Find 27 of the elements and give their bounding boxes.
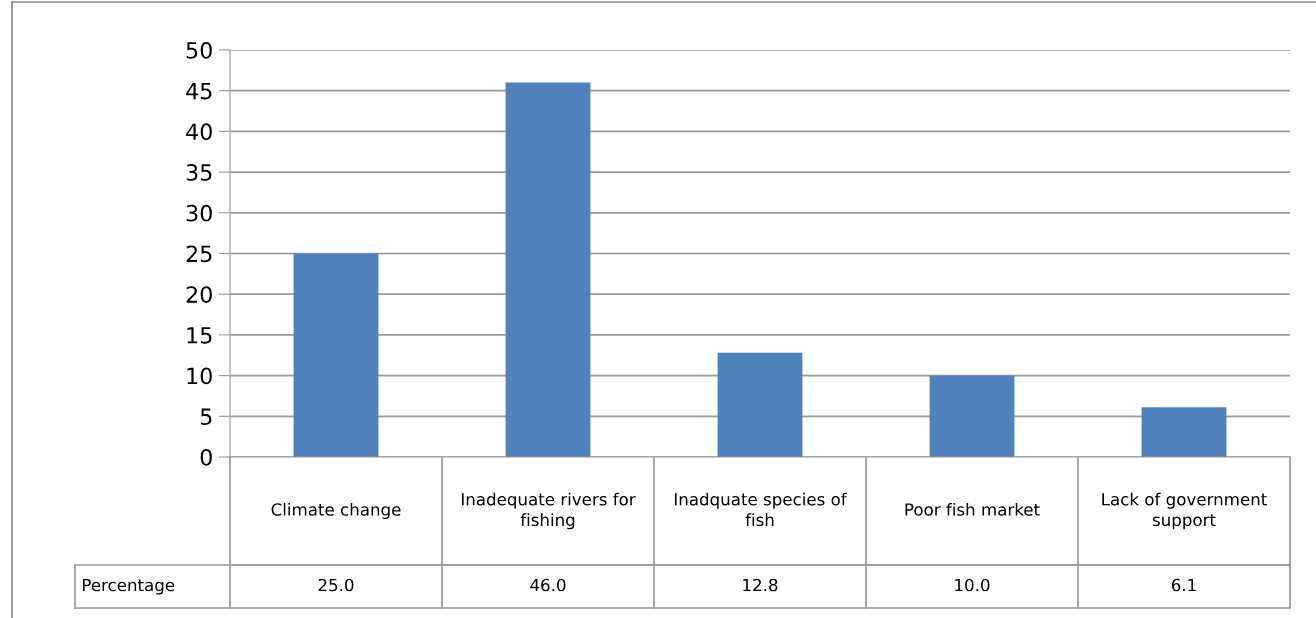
y-tick-label: 45 bbox=[186, 82, 212, 100]
y-tick-label: 0 bbox=[200, 448, 212, 466]
data-label: 25.0 bbox=[318, 578, 354, 592]
y-tick-label: 30 bbox=[186, 204, 212, 222]
y-tick-label: 50 bbox=[186, 41, 212, 59]
x-tick-label: Inadequate rivers for fishing bbox=[461, 492, 636, 530]
x-tick-label: Inadquate species of fish bbox=[674, 492, 847, 527]
bar bbox=[505, 82, 591, 457]
y-tick-label: 25 bbox=[186, 245, 212, 263]
x-tick-label: Climate change bbox=[271, 502, 401, 520]
data-label: 6.1 bbox=[1171, 578, 1196, 592]
data-label: 46.0 bbox=[530, 578, 566, 592]
bar bbox=[929, 375, 1015, 457]
bar bbox=[717, 352, 803, 457]
y-tick-label: 40 bbox=[186, 123, 212, 141]
bar bbox=[1141, 407, 1227, 457]
x-tick-label: Poor fish market bbox=[905, 502, 1040, 516]
y-tick-label: 15 bbox=[187, 327, 212, 344]
y-tick-label: 20 bbox=[186, 286, 212, 303]
x-tick-label: Lack of government support bbox=[1102, 492, 1267, 530]
bar bbox=[293, 253, 379, 457]
y-tick-label: 5 bbox=[200, 408, 212, 426]
data-label: 12.8 bbox=[743, 578, 778, 592]
y-tick-label: 10 bbox=[187, 367, 212, 385]
text: Percentage bbox=[83, 578, 175, 595]
data-label: 10.0 bbox=[955, 578, 990, 592]
y-tick-label: 35 bbox=[186, 164, 212, 181]
